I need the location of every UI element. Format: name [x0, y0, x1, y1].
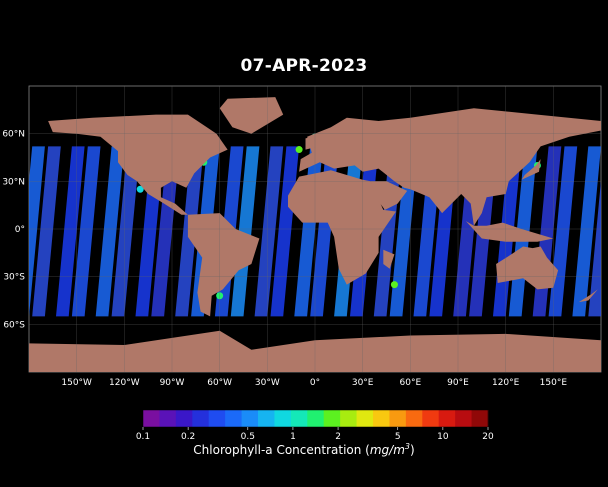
colorbar-segment [405, 410, 423, 427]
colorbar-tick-label: 2 [335, 432, 341, 442]
land-indonesia [465, 221, 554, 242]
colorbar-label: Chlorophyll-a Concentration (mg/m3) [0, 442, 608, 457]
longitude-label: 150°E [540, 378, 568, 388]
colorbar-segment [340, 410, 357, 427]
longitude-label: 30°W [255, 378, 280, 388]
colorbar-segment [241, 410, 259, 427]
chlorophyll-swath [588, 180, 601, 317]
chlorophyll-swath [71, 146, 101, 317]
chlorophyll-swath [29, 146, 45, 317]
colorbar-segment [422, 410, 440, 427]
colorbar-tick-label: 1 [290, 432, 296, 442]
land-south-america [187, 213, 260, 317]
colorbar-segment [225, 410, 242, 427]
colorbar-tick-label: 10 [437, 432, 449, 442]
colorbar-tick-label: 20 [482, 432, 494, 442]
chlorophyll-swath [151, 146, 180, 317]
colorbar-segment [143, 410, 160, 427]
latitude-label: 0° [15, 225, 25, 235]
land-new-zealand [578, 289, 598, 303]
chlorophyll-swath [111, 146, 141, 317]
colorbar-border [142, 409, 489, 428]
colorbar-label-sup: 3 [404, 442, 410, 451]
longitude-label: 120°W [109, 378, 140, 388]
chlorophyll-hotspot [390, 281, 398, 289]
colorbar-segment [208, 410, 226, 427]
chlorophyll-swath [572, 146, 601, 317]
chlorophyll-swath [254, 146, 284, 317]
colorbar-label-prefix: Chlorophyll-a Concentration ( [193, 443, 370, 457]
chlorophyll-swath [32, 146, 61, 317]
chlorophyll-swath [56, 146, 85, 317]
longitude-labels: 150°W 120°W 90°W 60°W 30°W 0° 30°E 60°E 90°E 120°… [61, 378, 567, 388]
colorbar-segment [159, 410, 177, 427]
land-north-america [48, 114, 228, 215]
land-australia [496, 246, 559, 290]
chlorophyll-swath [230, 146, 260, 317]
colorbar-segment [307, 410, 325, 427]
longitude-label: 30°E [352, 378, 374, 388]
longitude-label: 60°W [207, 378, 232, 388]
colorbar-tick-label: 5 [395, 432, 401, 442]
colorbar-segment [258, 410, 275, 427]
longitude-label: 90°E [447, 378, 469, 388]
colorbar-segment [389, 410, 407, 427]
land-madagascar [383, 249, 395, 269]
land-japan [521, 159, 541, 180]
colorbar-segment [471, 410, 489, 427]
latitude-label: 60°S [3, 320, 25, 330]
colorbar-segment [356, 410, 374, 427]
chlorophyll-hotspot [136, 185, 144, 193]
colorbar-segment [438, 410, 456, 427]
latitude-label: 30°S [3, 273, 25, 283]
colorbar-segment [192, 410, 210, 427]
colorbar-tick-label: 0.1 [136, 432, 150, 442]
colorbar-segment [290, 410, 308, 427]
colorbar-segment [323, 410, 341, 427]
latitude-label: 30°N [2, 177, 25, 187]
colorbar-tick-label: 0.2 [181, 432, 195, 442]
longitude-label: 150°W [61, 378, 92, 388]
land-arabia [370, 181, 408, 210]
colorbar: 0.1 0.2 0.5 1 2 5 10 20 [136, 409, 494, 442]
chlorophyll-hotspot [295, 146, 303, 154]
colorbar-label-unit: mg/m [369, 443, 405, 457]
colorbar-segment [373, 410, 390, 427]
colorbar-segment [175, 410, 193, 427]
map-title: 07-APR-2023 [240, 56, 368, 76]
longitude-label: 60°E [400, 378, 422, 388]
graticule [29, 86, 601, 372]
colorbar-label-suffix: ) [410, 443, 415, 457]
land-eurasia [299, 108, 601, 226]
longitude-label: 0° [310, 378, 320, 388]
chlorophyll-swath [95, 146, 125, 317]
colorbar-tick-label: 0.5 [241, 432, 255, 442]
latitude-labels: 60°N 30°N 0° 30°S 60°S [2, 130, 25, 331]
longitude-label: 90°W [160, 378, 185, 388]
colorbar-segment [274, 410, 292, 427]
longitude-label: 120°E [492, 378, 520, 388]
latitude-label: 60°N [2, 130, 25, 140]
colorbar-segment [455, 410, 472, 427]
